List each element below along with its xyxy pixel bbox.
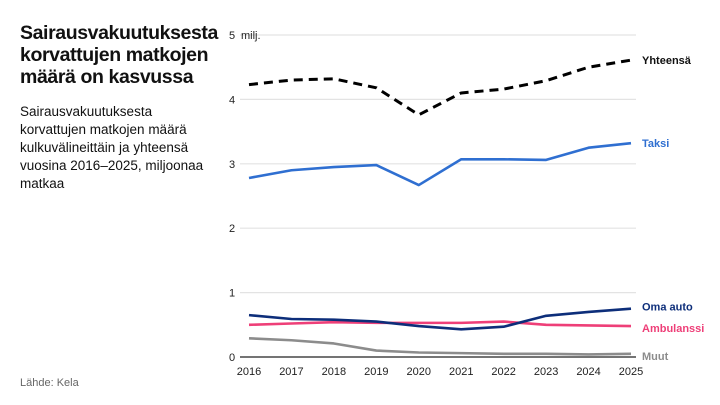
series-label: Muut <box>642 351 669 363</box>
y-tick-label: 5 <box>229 30 235 42</box>
series-line-taksi <box>248 141 632 187</box>
series-line-yhteensä <box>248 58 632 117</box>
source-note: Lähde: Kela <box>20 377 79 389</box>
series-line-ambulanssi <box>248 320 632 328</box>
x-tick-label: 2023 <box>534 366 558 378</box>
y-tick-label: 4 <box>229 94 235 106</box>
x-tick-label: 2019 <box>364 366 388 378</box>
x-tick-label: 2016 <box>237 366 261 378</box>
y-tick-label: 2 <box>229 223 235 235</box>
x-tick-label: 2024 <box>576 366 600 378</box>
x-tick-label: 2025 <box>619 366 643 378</box>
series-label: Taksi <box>642 138 669 150</box>
x-tick-label: 2018 <box>322 366 346 378</box>
series-label: Ambulanssi <box>642 323 704 335</box>
series-line-oma-auto <box>248 307 632 331</box>
x-tick-label: 2021 <box>449 366 473 378</box>
y-tick-label: 1 <box>229 288 235 300</box>
y-unit-label: milj. <box>241 30 261 42</box>
chart-title: Sairausvakuutuksesta korvattujen matkoje… <box>20 22 218 88</box>
x-tick-label: 2017 <box>279 366 303 378</box>
x-tick-label: 2022 <box>491 366 515 378</box>
chart-subtitle: Sairausvakuutuksesta korvattujen matkoje… <box>20 104 204 191</box>
series-label: Oma auto <box>642 302 693 314</box>
y-tick-label: 3 <box>229 159 235 171</box>
series-line-muut <box>248 337 632 356</box>
y-tick-label: 0 <box>229 352 235 364</box>
series-label: Yhteensä <box>642 55 692 67</box>
x-tick-label: 2020 <box>407 366 431 378</box>
